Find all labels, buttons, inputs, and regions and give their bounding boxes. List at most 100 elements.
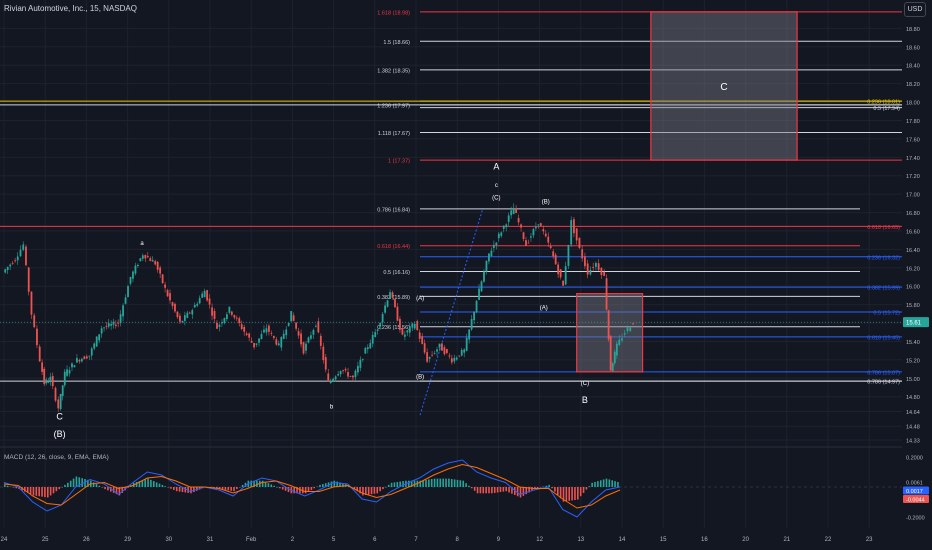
- macd-histogram-bar: [419, 480, 422, 487]
- macd-histogram-bar: [218, 487, 221, 490]
- macd-histogram-bar: [602, 479, 605, 487]
- macd-histogram-bar: [430, 479, 433, 487]
- macd-histogram-bar: [6, 485, 9, 487]
- macd-histogram-bar: [393, 482, 396, 487]
- candle-body: [366, 347, 369, 350]
- candle-body: [171, 302, 174, 307]
- macd-histogram-bar: [468, 485, 470, 487]
- candle-body: [238, 318, 241, 324]
- macd-histogram-bar: [127, 487, 129, 488]
- macd-histogram-bar: [61, 487, 63, 488]
- macd-value-badge: [903, 486, 929, 495]
- candle-body: [114, 324, 117, 327]
- time-tick-label: 30: [165, 537, 172, 543]
- candle-body: [403, 334, 406, 337]
- macd-histogram-bar: [333, 480, 336, 487]
- macd-histogram-bar: [528, 487, 530, 493]
- candle-body: [575, 228, 578, 241]
- macd-histogram-bar: [241, 484, 244, 487]
- macd-histogram-bar: [382, 487, 384, 490]
- candle-body: [408, 326, 411, 333]
- fib-label: 0.786 (14.97): [867, 380, 900, 386]
- candle-body: [349, 376, 352, 377]
- macd-histogram-bar: [155, 482, 158, 487]
- candle-body: [47, 381, 50, 383]
- candle-body: [285, 329, 288, 336]
- candle-body: [80, 358, 83, 362]
- candle-body: [534, 226, 537, 229]
- target-zones[interactable]: C: [576, 11, 798, 373]
- macd-histogram-bar: [279, 487, 281, 489]
- wave-label: (C): [581, 381, 589, 387]
- candle-body: [480, 281, 483, 292]
- macd-histogram-bar: [365, 487, 367, 495]
- macd-histogram-bar: [571, 487, 573, 501]
- macd-histogram-bar: [147, 478, 149, 487]
- candle-body: [327, 373, 330, 382]
- macd-histogram-bar: [293, 487, 295, 494]
- macd-histogram-bar: [32, 487, 35, 496]
- candle-body: [183, 315, 186, 321]
- candle-body: [413, 323, 416, 329]
- candle-body: [428, 356, 431, 359]
- macd-histogram-bar: [342, 483, 344, 487]
- wave-label: (A): [540, 305, 548, 311]
- macd-histogram-bar: [9, 486, 12, 488]
- currency-button[interactable]: USD: [904, 2, 926, 17]
- macd-histogram-bar: [29, 487, 32, 495]
- macd-histogram-bar: [150, 479, 152, 487]
- macd-histogram-bar: [167, 487, 169, 488]
- candle-body: [369, 343, 372, 349]
- candle-body: [317, 321, 320, 333]
- macd-histogram-bar: [322, 484, 324, 487]
- macd-histogram-bar: [453, 479, 456, 487]
- candle-body: [455, 357, 458, 360]
- candle-body: [607, 310, 610, 340]
- macd-histogram-bar: [181, 487, 184, 493]
- candle-body: [334, 376, 337, 380]
- candle-body: [9, 264, 12, 267]
- candle-body: [272, 335, 275, 338]
- candle-body: [248, 333, 251, 338]
- candle-body: [324, 357, 327, 370]
- macd-histogram-bar: [396, 481, 399, 487]
- candle-body: [458, 355, 461, 357]
- macd-histogram-bar: [112, 487, 115, 493]
- time-tick-label: 6: [373, 537, 377, 543]
- candle-body: [19, 249, 22, 257]
- candle-body: [500, 232, 503, 236]
- fib-label: 0.382 (15.99): [867, 286, 900, 292]
- price-tick-label: 15.20: [906, 358, 920, 364]
- macd-histogram-bar: [164, 486, 167, 487]
- time-tick-label: 22: [825, 537, 832, 543]
- macd-legend: MACD (12, 26, close, 9, EMA, EMA): [4, 454, 109, 461]
- macd-histogram-bar: [493, 487, 496, 493]
- macd-histogram-bar: [385, 487, 387, 488]
- macd-histogram-bar: [542, 486, 545, 488]
- fibonacci-levels[interactable]: 1.618 (18.98) 1.5 (18.66) 1.382 (18.35) 1.2…: [0, 10, 902, 416]
- candle-body: [483, 271, 485, 282]
- candle-body: [629, 327, 632, 332]
- macd-histogram-bar: [307, 487, 310, 492]
- macd-histogram-bar: [617, 481, 619, 487]
- candle-body: [468, 329, 471, 340]
- candle-body: [213, 311, 216, 319]
- candle-body: [211, 307, 213, 316]
- candle-body: [169, 293, 171, 301]
- macd-histogram-bar: [373, 487, 376, 494]
- time-tick-label: 21: [783, 537, 790, 543]
- candle-body: [129, 276, 132, 284]
- candle-body: [127, 286, 129, 298]
- target-zone: [576, 292, 644, 373]
- candle-body: [386, 300, 389, 307]
- macd-histogram-bar: [442, 478, 444, 487]
- candle-body: [595, 263, 597, 267]
- candle-body: [16, 256, 19, 261]
- macd-histogram-bar: [244, 482, 247, 487]
- candle-body: [597, 263, 600, 270]
- fib-label: 0.618 (16.65): [867, 225, 900, 231]
- candle-body: [611, 363, 614, 372]
- candle-body: [36, 328, 38, 346]
- macd-histogram-bar: [488, 487, 490, 494]
